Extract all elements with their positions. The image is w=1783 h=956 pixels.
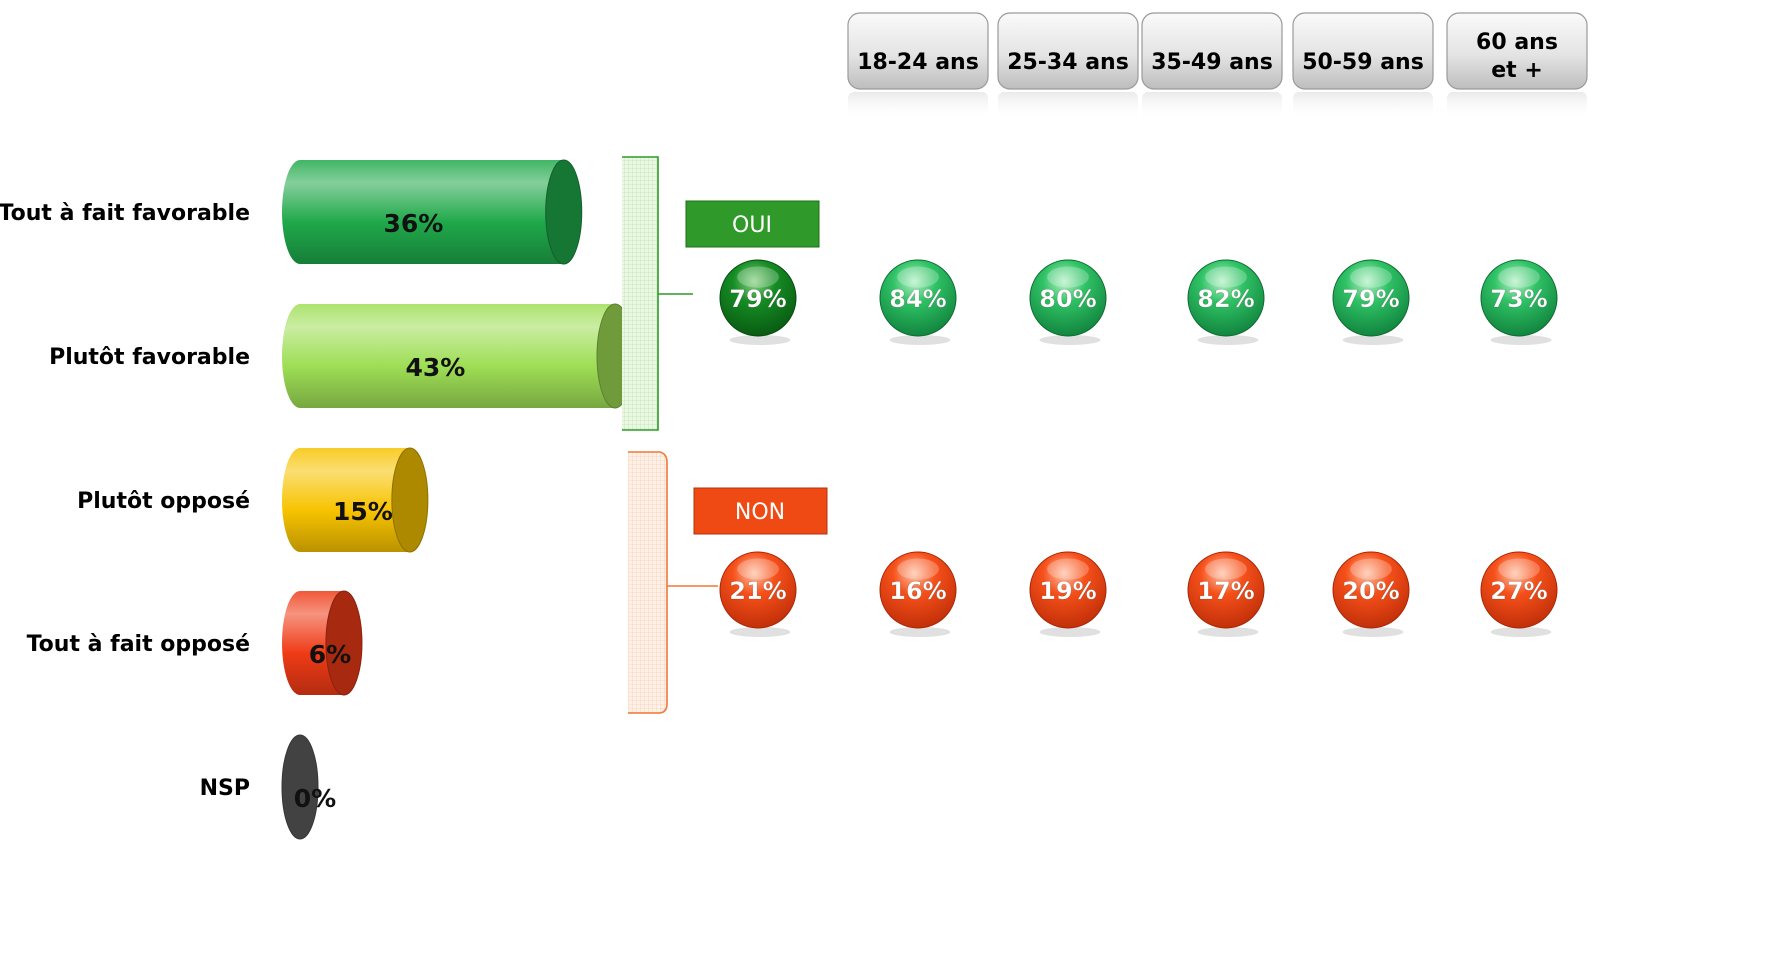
age-header-reflection-35-49-ans xyxy=(1142,92,1282,120)
non-ball-60-ans-et xyxy=(1480,551,1558,629)
oui-ball-18-24-ans-highlight xyxy=(897,266,939,288)
category-label-tout-a-fait-favorable: Tout à fait favorable xyxy=(0,201,250,226)
oui-ball-18-24-ans xyxy=(879,259,957,337)
age-header-60-ans-et xyxy=(1446,12,1588,90)
non-ball-60-ans-et-label: 27% xyxy=(1490,577,1547,605)
non-ball-50-59-ans xyxy=(1332,551,1410,629)
oui-ball-18-24-ans-shadow xyxy=(889,335,951,345)
oui-ball-35-49-ans xyxy=(1187,259,1265,337)
non-bracket-fill xyxy=(628,452,667,713)
oui-label: OUI xyxy=(732,213,772,238)
non-ball-25-34-ans xyxy=(1029,551,1107,629)
oui-ball-60-ans-et-shadow xyxy=(1490,335,1552,345)
bar-cap-tout-a-fait-favorable xyxy=(545,159,583,265)
oui-ball-35-49-ans-label: 82% xyxy=(1197,285,1254,313)
value-label-tout-a-fait-favorable: 36% xyxy=(383,209,443,238)
oui-ball-60-ans-et-label: 73% xyxy=(1490,285,1547,313)
value-label-nsp: 0% xyxy=(294,784,336,813)
bar-cap-plutot-oppose xyxy=(391,447,429,553)
non-total-ball-highlight xyxy=(737,558,779,580)
value-label-plutot-oppose: 15% xyxy=(333,497,393,526)
non-total-ball xyxy=(719,551,797,629)
oui-ball-50-59-ans-highlight xyxy=(1350,266,1392,288)
oui-ball-35-49-ans-shadow xyxy=(1197,335,1259,345)
non-ball-18-24-ans-label: 16% xyxy=(889,577,946,605)
age-header-25-34-ans xyxy=(997,12,1139,90)
oui-ball-50-59-ans xyxy=(1332,259,1410,337)
age-header-reflection-50-59-ans xyxy=(1293,92,1433,120)
age-header-label-50-59-ans: 50-59 ans xyxy=(1302,50,1424,75)
value-label-plutot-favorable: 43% xyxy=(406,353,466,382)
oui-ball-25-34-ans-shadow xyxy=(1039,335,1101,345)
non-total-ball-label: 21% xyxy=(729,577,786,605)
non-ball-25-34-ans-label: 19% xyxy=(1039,577,1096,605)
non-bracket xyxy=(628,451,668,714)
non-label: NON xyxy=(735,500,785,525)
age-header-35-49-ans xyxy=(1141,12,1283,90)
bar-cap-tout-a-fait-oppose xyxy=(325,590,363,696)
bar-plutot-favorable xyxy=(282,304,615,408)
oui-ball-60-ans-et xyxy=(1480,259,1558,337)
age-header-reflection-60-ans-et xyxy=(1447,92,1587,120)
age-header-reflection-25-34-ans xyxy=(998,92,1138,120)
age-header-reflection-18-24-ans xyxy=(848,92,988,120)
non-ball-35-49-ans-shadow xyxy=(1197,627,1259,637)
category-label-plutot-favorable: Plutôt favorable xyxy=(49,345,250,370)
non-ball-50-59-ans-shadow xyxy=(1342,627,1404,637)
age-header-50-59-ans xyxy=(1292,12,1434,90)
non-ball-25-34-ans-highlight xyxy=(1047,558,1089,580)
non-ball-35-49-ans-highlight xyxy=(1205,558,1247,580)
oui-ball-60-ans-et-highlight xyxy=(1498,266,1540,288)
age-header-label-25-34-ans: 25-34 ans xyxy=(1007,50,1129,75)
age-header-label-60-ans-et-line1: 60 ans xyxy=(1476,30,1558,55)
category-label-plutot-oppose: Plutôt opposé xyxy=(77,489,250,514)
non-ball-50-59-ans-label: 20% xyxy=(1342,577,1399,605)
oui-total-ball xyxy=(719,259,797,337)
non-ball-18-24-ans xyxy=(879,551,957,629)
non-total-ball-shadow xyxy=(729,627,791,637)
non-ball-35-49-ans-label: 17% xyxy=(1197,577,1254,605)
oui-total-ball-shadow xyxy=(729,335,791,345)
oui-bracket-fill xyxy=(622,157,658,430)
age-header-18-24-ans xyxy=(847,12,989,90)
oui-total-ball-highlight xyxy=(737,266,779,288)
age-header-label-60-ans-et-line2: et + xyxy=(1491,58,1543,83)
age-header-label-35-49-ans: 35-49 ans xyxy=(1151,50,1273,75)
non-ball-25-34-ans-shadow xyxy=(1039,627,1101,637)
non-ball-60-ans-et-shadow xyxy=(1490,627,1552,637)
age-header-label-18-24-ans: 18-24 ans xyxy=(857,50,979,75)
oui-ball-18-24-ans-label: 84% xyxy=(889,285,946,313)
oui-ball-25-34-ans-label: 80% xyxy=(1039,285,1096,313)
non-box xyxy=(693,487,828,535)
category-label-tout-a-fait-oppose: Tout à fait opposé xyxy=(27,632,250,657)
oui-ball-50-59-ans-label: 79% xyxy=(1342,285,1399,313)
oui-ball-50-59-ans-shadow xyxy=(1342,335,1404,345)
oui-box xyxy=(685,200,820,248)
category-label-nsp: NSP xyxy=(200,776,250,801)
non-ball-18-24-ans-shadow xyxy=(889,627,951,637)
oui-ball-35-49-ans-highlight xyxy=(1205,266,1247,288)
bar-plutot-oppose xyxy=(282,448,410,552)
non-ball-35-49-ans xyxy=(1187,551,1265,629)
bar-cap-nsp xyxy=(281,734,319,840)
bar-tout-a-fait-favorable xyxy=(282,160,564,264)
oui-ball-25-34-ans xyxy=(1029,259,1107,337)
oui-total-ball-label: 79% xyxy=(729,285,786,313)
non-ball-18-24-ans-highlight xyxy=(897,558,939,580)
non-ball-50-59-ans-highlight xyxy=(1350,558,1392,580)
value-label-tout-a-fait-oppose: 6% xyxy=(309,640,351,669)
non-ball-60-ans-et-highlight xyxy=(1498,558,1540,580)
oui-ball-25-34-ans-highlight xyxy=(1047,266,1089,288)
